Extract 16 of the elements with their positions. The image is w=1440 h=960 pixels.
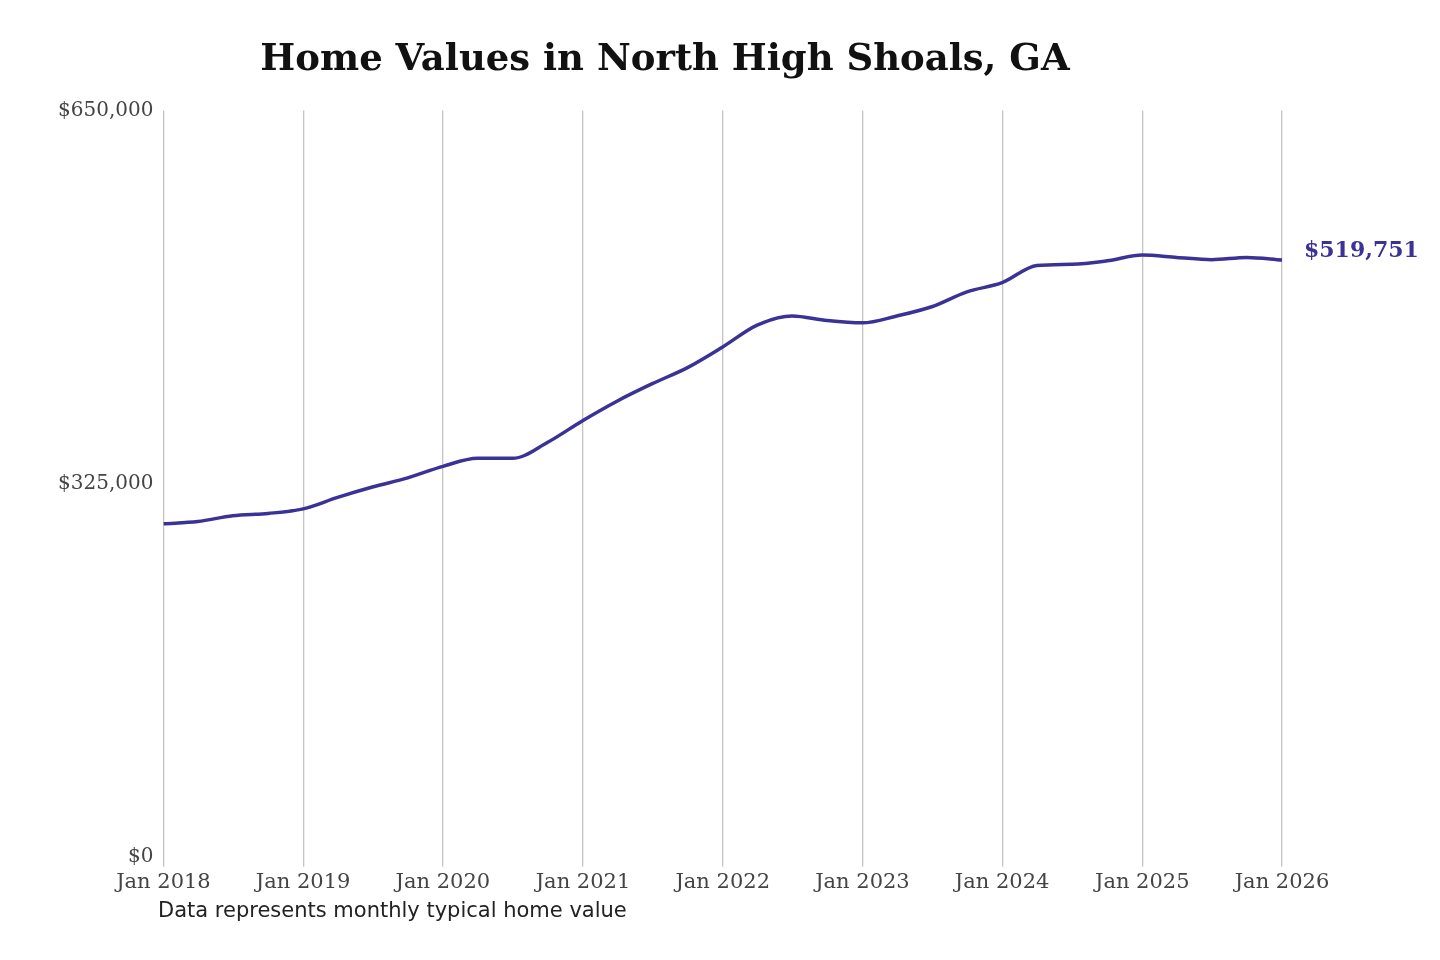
x-tick-label: Jan 2023 (813, 868, 910, 893)
y-tick-label: $0 (127, 843, 154, 867)
chart-title: Home Values in North High Shoals, GA (260, 34, 1071, 79)
text: Data represents monthly typical home value (158, 898, 628, 922)
x-tick-label: Jan 2020 (393, 868, 491, 893)
x-tick-label: Jan 2022 (673, 868, 771, 893)
x-tick-label: Jan 2019 (253, 868, 351, 893)
x-tick-label: Jan 2026 (1232, 868, 1330, 893)
x-tick-label: Jan 2018 (114, 868, 211, 893)
data-label: $519,751 (1304, 235, 1419, 262)
x-tick-label: Jan 2021 (533, 868, 631, 893)
x-tick-label: Jan 2024 (952, 868, 1050, 893)
y-tick-label: $650,000 (57, 96, 154, 121)
y-tick-label: $325,000 (57, 469, 154, 494)
x-tick-label: Jan 2025 (1092, 868, 1190, 893)
line-series (163, 253, 1282, 526)
